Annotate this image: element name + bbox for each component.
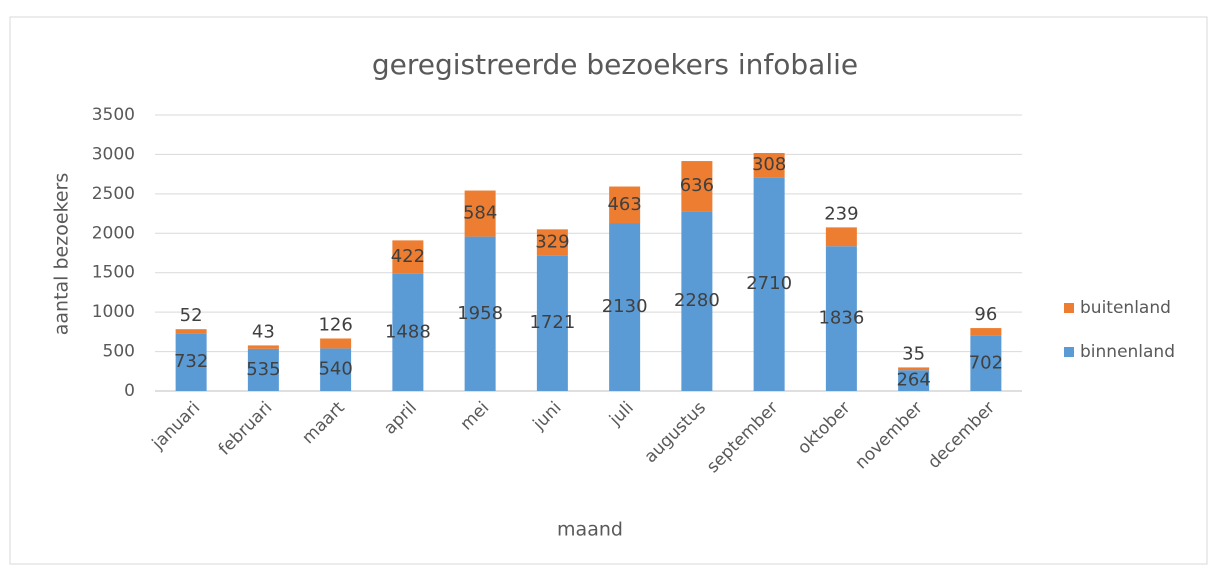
y-axis-label: aantal bezoekers: [51, 173, 73, 336]
bar: [392, 240, 424, 274]
y-tick-label: 0: [124, 381, 135, 401]
data-label: 126: [318, 314, 352, 335]
chart-frame: [9, 16, 1208, 565]
data-label: 702: [969, 352, 1003, 373]
bar: [536, 255, 568, 391]
data-label: 1488: [385, 321, 431, 342]
bar: [970, 328, 1002, 336]
data-label: 1721: [529, 312, 575, 333]
bar: [609, 223, 641, 391]
y-tick-label: 1500: [92, 263, 135, 283]
x-axis-label: maand: [557, 519, 623, 541]
bar: [970, 335, 1002, 391]
data-label: 732: [174, 351, 208, 372]
bar: [320, 348, 352, 391]
data-label: 422: [391, 246, 425, 267]
bar: [536, 229, 568, 256]
bar: [247, 345, 279, 349]
data-label: 264: [896, 370, 930, 391]
data-label: 52: [180, 305, 203, 326]
data-label: 308: [752, 154, 786, 175]
bar: [175, 333, 207, 391]
bar: [825, 227, 857, 247]
y-tick-label: 1000: [92, 302, 135, 322]
data-label: 2130: [602, 296, 648, 317]
bar: [464, 190, 496, 237]
y-tick-label: 500: [103, 342, 135, 362]
y-tick-label: 2500: [92, 184, 135, 204]
data-label: 535: [246, 359, 280, 380]
data-label: 1958: [457, 303, 503, 324]
y-tick-label: 2000: [92, 223, 135, 243]
bar: [753, 153, 785, 178]
bar: [681, 211, 713, 391]
bar: [247, 348, 279, 391]
data-label: 636: [680, 175, 714, 196]
data-label: 239: [824, 203, 858, 224]
bar: [825, 246, 857, 391]
chart-title: geregistreerde bezoekers infobalie: [372, 48, 858, 81]
legend-swatch: [1064, 303, 1074, 313]
bar: [898, 367, 930, 371]
data-label: 1836: [818, 308, 864, 329]
data-label: 540: [318, 359, 352, 380]
bar: [392, 273, 424, 391]
data-label: 2280: [674, 290, 720, 311]
legend-label: binnenland: [1080, 342, 1175, 362]
y-tick-label: 3500: [92, 105, 135, 125]
data-label: 43: [252, 321, 275, 342]
bar: [320, 338, 352, 349]
data-label: 329: [535, 231, 569, 252]
y-tick-label: 3000: [92, 144, 135, 164]
legend-swatch: [1064, 347, 1074, 357]
bar: [175, 329, 207, 334]
bar: [753, 177, 785, 391]
data-label: 35: [902, 343, 925, 364]
bar: [681, 161, 713, 212]
data-label: 463: [607, 194, 641, 215]
data-label: 96: [974, 304, 997, 325]
bar: [898, 370, 930, 391]
legend-label: buitenland: [1080, 298, 1171, 318]
bar: [609, 186, 641, 224]
data-label: 584: [463, 203, 497, 224]
data-label: 2710: [746, 273, 792, 294]
bar: [464, 236, 496, 391]
